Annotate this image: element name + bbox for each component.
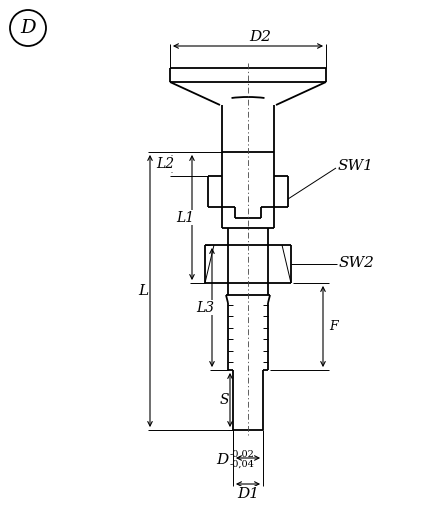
Text: L1: L1: [176, 211, 194, 225]
Text: -0,04: -0,04: [230, 460, 255, 469]
Text: SW2: SW2: [339, 256, 375, 270]
Text: L3: L3: [196, 301, 214, 315]
Text: L: L: [138, 284, 148, 298]
Text: SW1: SW1: [338, 159, 374, 173]
Text: -0,02: -0,02: [230, 449, 255, 459]
Text: D: D: [20, 19, 36, 37]
Text: S: S: [219, 393, 229, 407]
Text: D: D: [216, 453, 228, 467]
Text: F: F: [329, 320, 337, 333]
Text: L2: L2: [156, 157, 174, 171]
Text: D1: D1: [237, 487, 259, 501]
Text: D2: D2: [249, 30, 271, 44]
